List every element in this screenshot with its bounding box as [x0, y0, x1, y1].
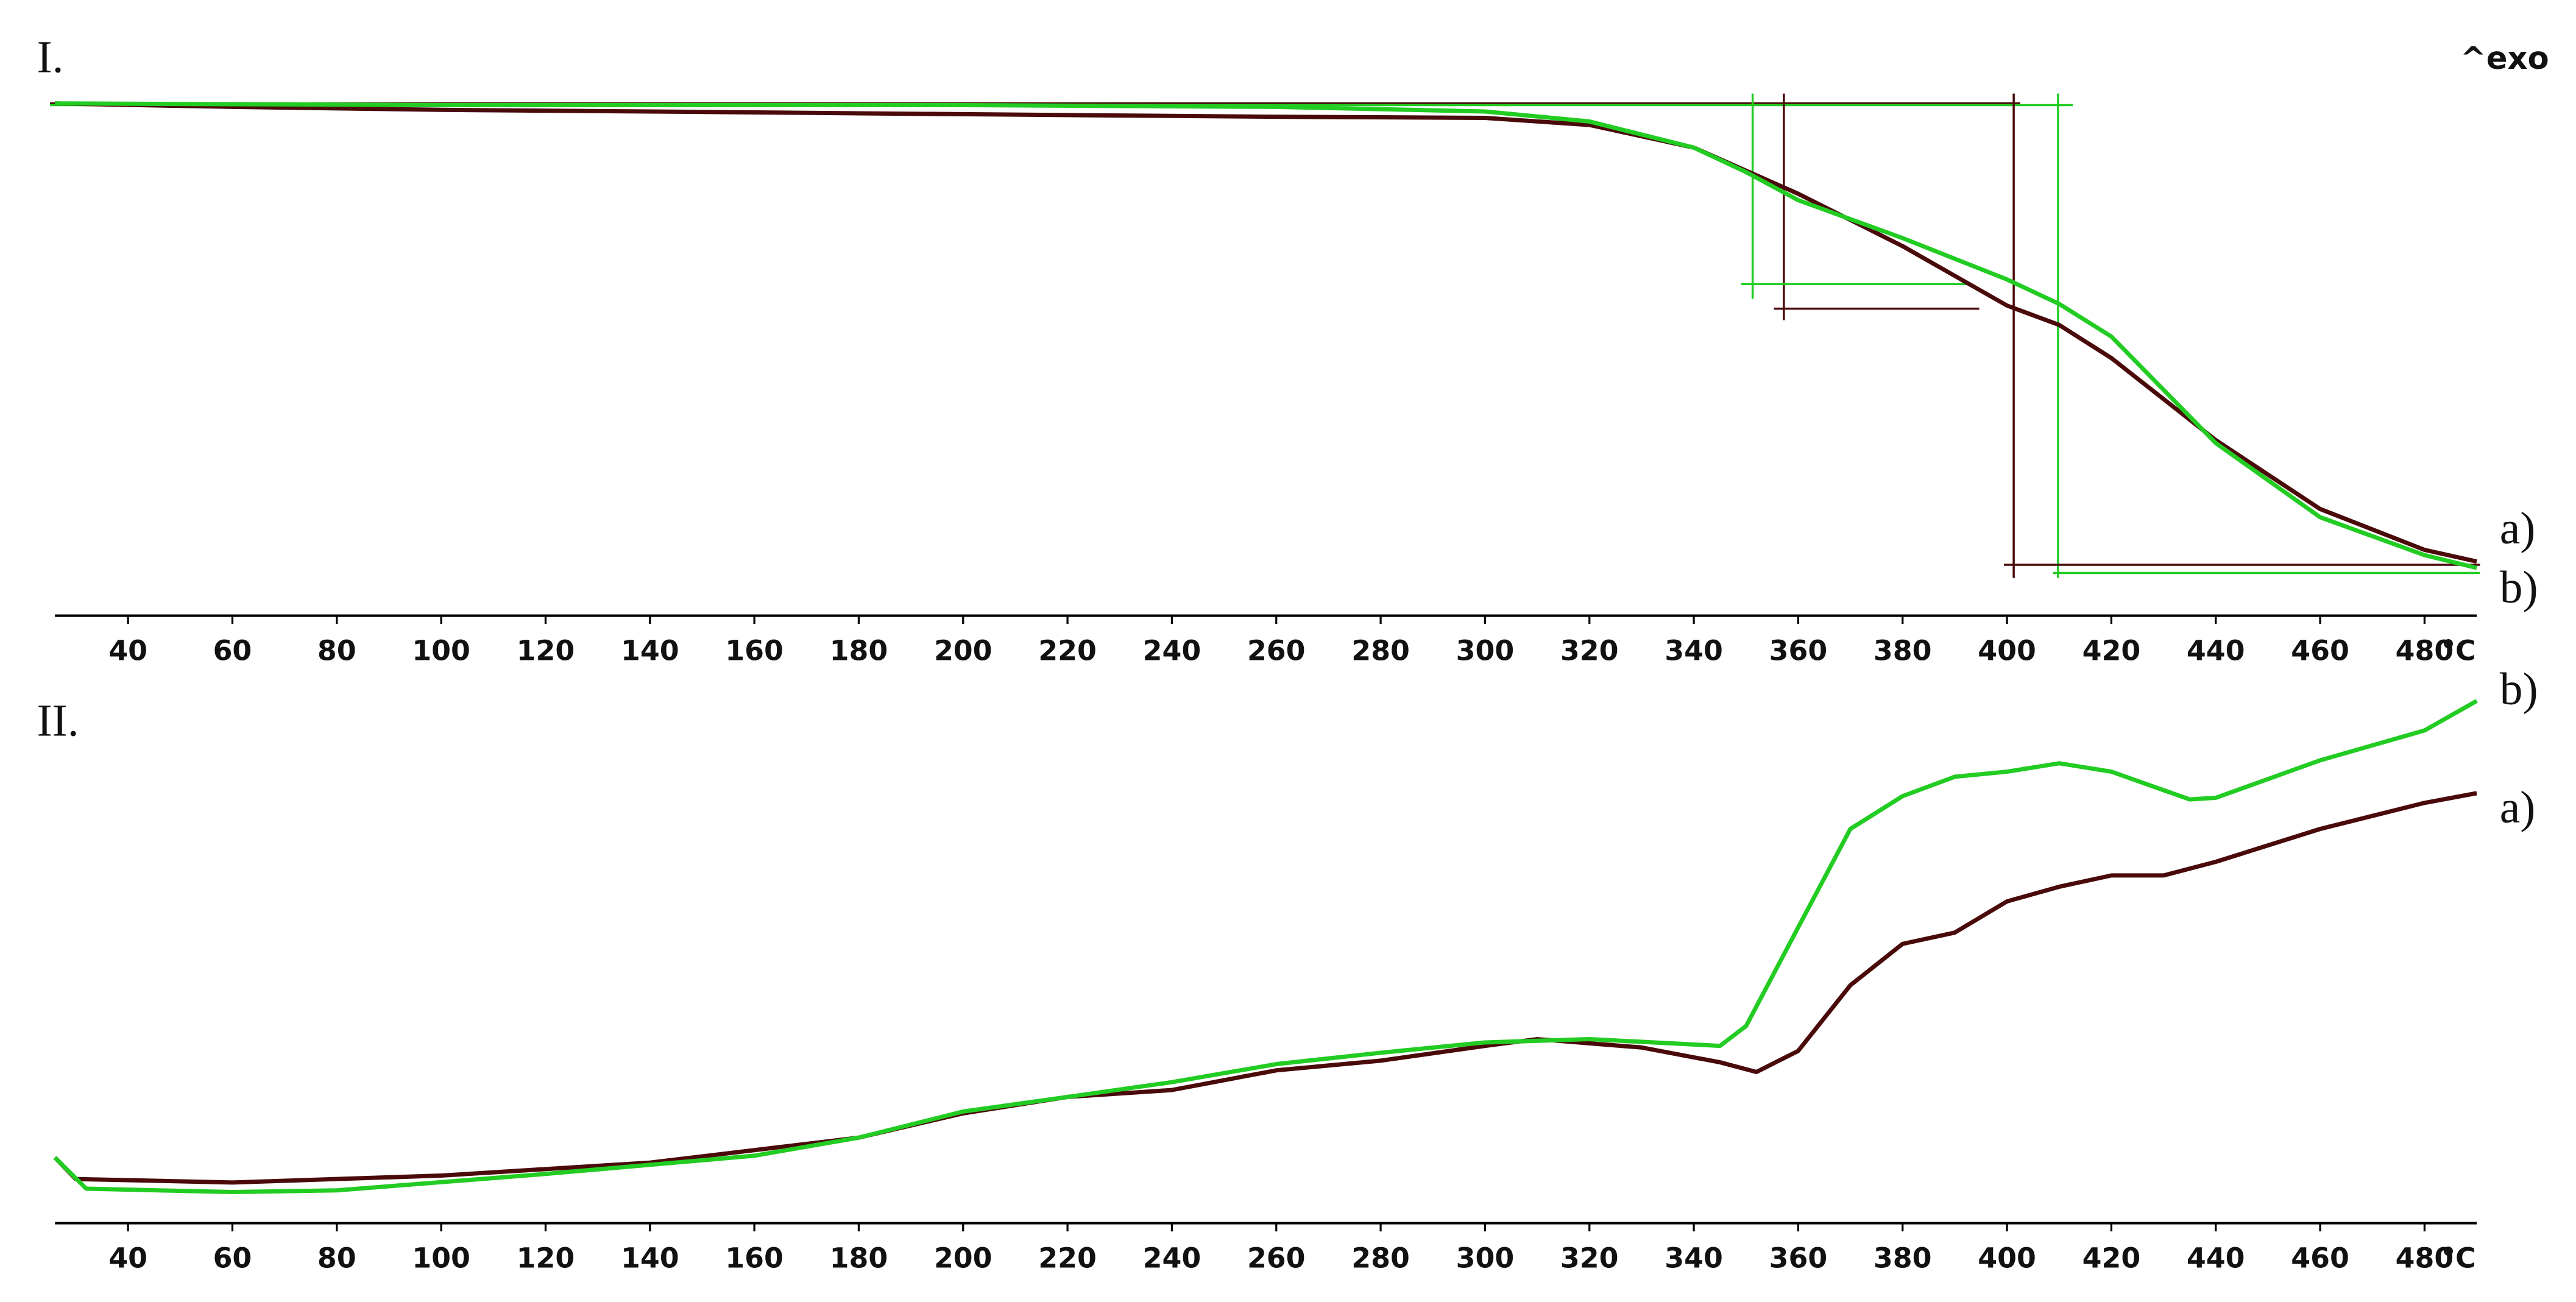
x-tick-label: 120 [517, 1241, 575, 1274]
x-tick-label: 200 [934, 1241, 993, 1274]
x-tick-label: 460 [2291, 634, 2349, 667]
data-line [55, 101, 2477, 570]
x-unit: °C [2441, 634, 2476, 667]
x-tick-label: 240 [1143, 634, 1201, 667]
x-tick-label: 400 [1978, 1241, 2036, 1274]
x-tick-label: 320 [1560, 1241, 1619, 1274]
x-tick-label: 120 [517, 634, 575, 667]
x-tick-label: 380 [1874, 1241, 1932, 1274]
x-tick-label: 60 [213, 1241, 252, 1274]
series-label: b) [2500, 562, 2538, 613]
x-tick-label: 220 [1038, 634, 1097, 667]
x-tick-label: 340 [1665, 1241, 1723, 1274]
x-tick-label: 420 [2082, 1241, 2141, 1274]
x-tick-label: 420 [2082, 634, 2141, 667]
x-tick-label: 480 [2396, 634, 2454, 667]
x-tick-label: 280 [1351, 1241, 1410, 1274]
x-tick-label: 260 [1247, 1241, 1306, 1274]
x-unit: °C [2441, 1241, 2476, 1274]
x-tick-label: 400 [1978, 634, 2036, 667]
x-tick-label: 440 [2187, 634, 2245, 667]
x-tick-label: 160 [725, 634, 784, 667]
x-tick-label: 140 [621, 1241, 679, 1274]
x-tick-label: 80 [317, 1241, 356, 1274]
x-tick-label: 440 [2187, 1241, 2245, 1274]
x-tick-label: 320 [1560, 634, 1619, 667]
x-tick-label: 300 [1456, 634, 1515, 667]
annotation: ^exo [2460, 40, 2549, 77]
series-label: a) [2500, 782, 2536, 833]
x-tick-label: 200 [934, 634, 993, 667]
series-label: b) [2500, 664, 2538, 715]
x-tick-label: 100 [412, 634, 470, 667]
x-tick-label: 280 [1351, 634, 1410, 667]
x-tick-label: 60 [213, 634, 252, 667]
x-tick-label: 100 [412, 1241, 470, 1274]
panel-label: II. [37, 695, 79, 746]
data-line [53, 791, 2477, 1185]
x-tick-label: 140 [621, 634, 679, 667]
panel-label: I. [37, 32, 64, 83]
x-tick-label: 40 [108, 1241, 147, 1274]
x-tick-label: 260 [1247, 634, 1306, 667]
data-line [53, 699, 2478, 1194]
x-tick-label: 220 [1038, 1241, 1097, 1274]
x-tick-label: 360 [1769, 634, 1828, 667]
x-tick-label: 180 [830, 1241, 888, 1274]
x-tick-label: 40 [108, 634, 147, 667]
x-tick-label: 360 [1769, 1241, 1828, 1274]
x-tick-label: 160 [725, 1241, 784, 1274]
x-tick-label: 340 [1665, 634, 1723, 667]
x-tick-label: 300 [1456, 1241, 1515, 1274]
x-tick-label: 380 [1874, 634, 1932, 667]
x-tick-label: 460 [2291, 1241, 2349, 1274]
x-tick-label: 80 [317, 634, 356, 667]
x-tick-label: 180 [830, 634, 888, 667]
x-tick-label: 480 [2396, 1241, 2454, 1274]
series-label: a) [2500, 503, 2536, 554]
x-tick-label: 240 [1143, 1241, 1201, 1274]
